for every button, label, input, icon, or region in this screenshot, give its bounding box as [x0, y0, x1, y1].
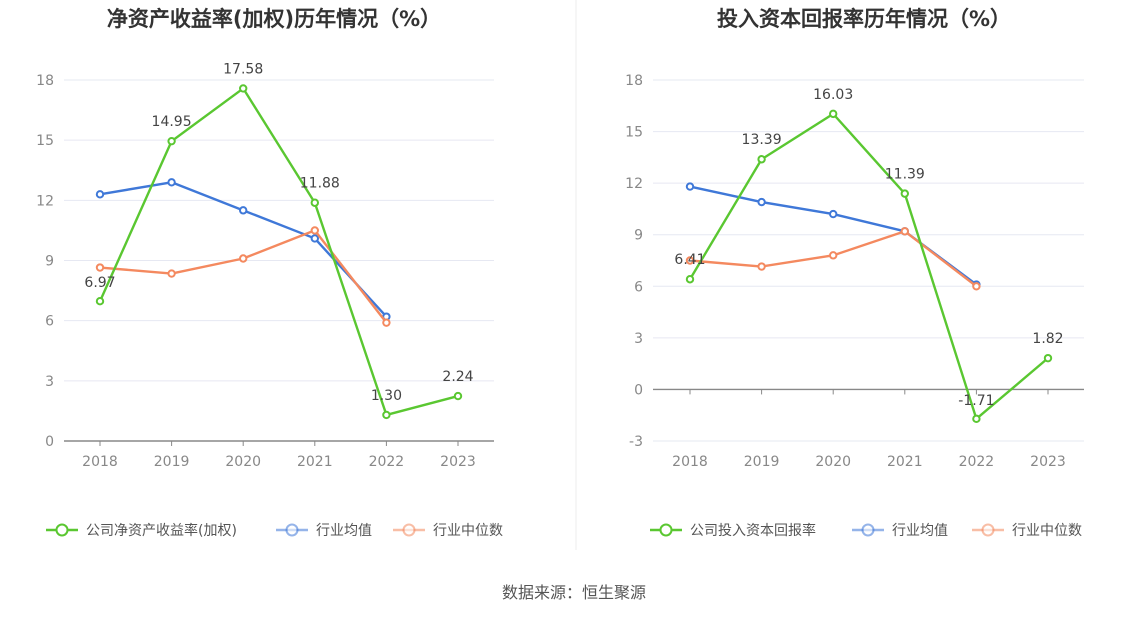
x-tick-label: 2020 — [815, 454, 851, 470]
series-line-3 — [99, 229, 388, 324]
data-point — [95, 263, 105, 272]
legend-label: 公司净资产收益率(加权) — [86, 522, 237, 539]
data-label: 1.30 — [371, 388, 402, 404]
data-point — [167, 269, 176, 278]
source-note: 数据来源：恒生聚源 — [502, 583, 646, 602]
x-tick-label: 2023 — [1030, 454, 1066, 470]
legend-item-1: 公司净资产收益率(加权) — [46, 522, 237, 539]
x-tick-label: 2018 — [672, 454, 708, 470]
legend-swatch-marker — [55, 523, 69, 537]
legend-item-3: 行业中位数 — [393, 523, 503, 539]
y-tick-label: 9 — [45, 254, 54, 270]
y-tick-label: 9 — [634, 228, 643, 244]
data-point — [310, 226, 319, 235]
x-tick-label: 2018 — [82, 454, 118, 470]
legend-swatch-marker — [861, 523, 875, 537]
legend-swatch-marker — [981, 523, 995, 537]
data-label: 11.39 — [885, 167, 925, 183]
data-label: 17.58 — [223, 61, 263, 77]
x-tick-label: 2022 — [959, 454, 995, 470]
legend-swatch-marker — [402, 523, 416, 537]
data-point — [900, 189, 909, 198]
y-tick-label: 12 — [625, 176, 643, 192]
legend-item-2: 行业均值 — [852, 523, 948, 539]
data-point — [757, 262, 766, 271]
chart-title: 投入资本回报率历年情况（%） — [717, 7, 1011, 31]
legend-label: 行业中位数 — [433, 523, 503, 539]
data-label: 1.82 — [1032, 331, 1063, 347]
data-label: 6.41 — [674, 252, 705, 268]
data-point — [382, 410, 391, 420]
chart-title: 净资产收益率(加权)历年情况（%） — [107, 7, 441, 31]
legend-label: 公司投入资本回报率 — [690, 522, 816, 539]
data-point — [95, 297, 105, 306]
data-point — [382, 318, 391, 327]
x-tick-label: 2022 — [369, 454, 405, 470]
data-point — [757, 197, 766, 207]
data-point — [167, 178, 176, 187]
data-label: 13.39 — [742, 132, 782, 148]
y-tick-label: 15 — [36, 133, 54, 149]
legend-label: 行业中位数 — [1012, 523, 1082, 539]
data-point — [239, 84, 248, 93]
data-point — [167, 136, 176, 146]
x-tick-label: 2020 — [225, 454, 261, 470]
data-point — [453, 391, 463, 401]
x-tick-label: 2023 — [440, 454, 476, 470]
data-point — [829, 209, 838, 219]
y-tick-label: -3 — [629, 434, 643, 450]
y-tick-label: 3 — [634, 331, 643, 347]
data-point — [757, 155, 766, 164]
data-point — [900, 227, 909, 236]
data-label: 16.03 — [813, 87, 853, 103]
x-tick-label: 2021 — [887, 454, 923, 470]
x-tick-label: 2021 — [297, 454, 333, 470]
data-point — [239, 254, 248, 263]
y-tick-label: 12 — [36, 193, 54, 209]
data-point — [972, 414, 981, 424]
y-tick-label: 18 — [36, 73, 54, 89]
series-line-1 — [688, 112, 1049, 421]
x-tick-label: 2019 — [154, 454, 190, 470]
y-tick-label: 3 — [45, 374, 54, 390]
legend-label: 行业均值 — [892, 523, 948, 539]
data-point — [310, 234, 319, 243]
legend-item-3: 行业中位数 — [972, 523, 1082, 539]
data-point — [685, 275, 695, 284]
data-point — [829, 109, 838, 119]
series-line-2 — [689, 185, 978, 286]
chart-panel-1: 净资产收益率(加权)历年情况（%） 0 3 6 9 12 15 18 2018 2019 2020 2… — [36, 7, 503, 539]
data-point — [310, 198, 319, 207]
legend-label: 行业均值 — [316, 523, 372, 539]
y-tick-label: 6 — [45, 314, 54, 330]
data-point — [95, 190, 105, 199]
data-point — [972, 282, 981, 291]
y-tick-label: 0 — [45, 434, 54, 450]
chart-panel-2: 投入资本回报率历年情况（%） -3 0 3 6 9 12 15 18 2018 2019 2020 20… — [625, 7, 1084, 539]
y-tick-label: 6 — [634, 279, 643, 295]
data-point — [239, 206, 248, 215]
data-point — [829, 251, 838, 260]
y-tick-label: 0 — [634, 382, 643, 398]
legend-item-1: 公司投入资本回报率 — [650, 522, 816, 539]
data-point — [685, 256, 695, 265]
legend-swatch-marker — [659, 523, 673, 537]
data-point — [685, 182, 695, 191]
y-tick-label: 15 — [625, 125, 643, 141]
data-label: 6.97 — [84, 275, 115, 291]
x-tick-label: 2019 — [744, 454, 780, 470]
data-point — [1043, 353, 1053, 363]
data-label: -1.71 — [958, 393, 994, 409]
legend-item-2: 行业均值 — [276, 523, 372, 539]
data-label: 2.24 — [442, 369, 473, 385]
data-label: 14.95 — [152, 114, 192, 130]
legend-swatch-marker — [285, 523, 299, 537]
data-label: 11.88 — [300, 176, 340, 192]
y-tick-label: 18 — [625, 73, 643, 89]
series-line-1 — [98, 87, 459, 417]
